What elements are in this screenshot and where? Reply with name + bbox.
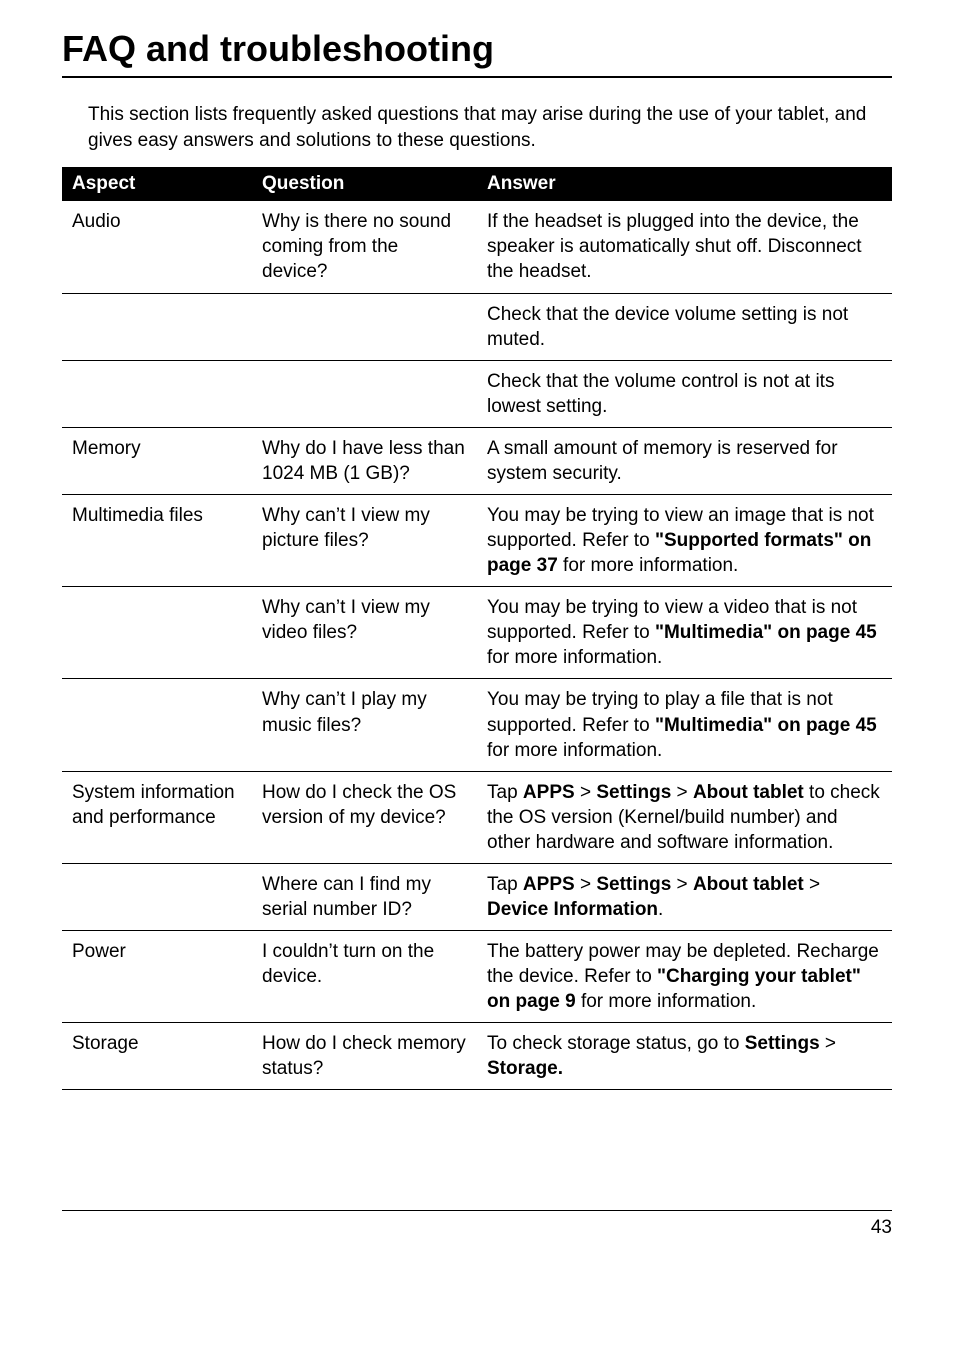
cell-answer: If the headset is plugged into the devic… <box>477 201 892 293</box>
table-row: Power I couldn’t turn on the device. The… <box>62 931 892 1023</box>
answer-text: > <box>575 874 597 895</box>
header-question: Question <box>252 167 477 201</box>
page-title: FAQ and troubleshooting <box>62 28 892 70</box>
table-row: Audio Why is there no sound coming from … <box>62 201 892 293</box>
cell-aspect: System information and performance <box>62 772 252 864</box>
table-header-row: Aspect Question Answer <box>62 167 892 201</box>
cell-answer: To check storage status, go to Settings … <box>477 1023 892 1090</box>
answer-text: for more information. <box>487 740 662 761</box>
answer-text: > <box>671 874 693 895</box>
answer-text: > <box>804 874 820 895</box>
cell-answer: The battery power may be depleted. Recha… <box>477 931 892 1023</box>
answer-text: To check storage status, go to <box>487 1033 745 1054</box>
page-number: 43 <box>871 1217 892 1238</box>
cell-answer: A small amount of memory is reserved for… <box>477 428 892 495</box>
cell-question: I couldn’t turn on the device. <box>252 931 477 1023</box>
answer-ref: "Multimedia" on page 45 <box>655 715 877 736</box>
answer-text: Tap <box>487 874 523 895</box>
answer-text: for more information. <box>487 647 662 668</box>
answer-text: . <box>658 899 663 920</box>
answer-text: > <box>575 782 597 803</box>
answer-ref: Storage. <box>487 1058 563 1079</box>
answer-ref: APPS <box>523 782 575 803</box>
cell-aspect: Storage <box>62 1023 252 1090</box>
answer-ref: Device Information <box>487 899 658 920</box>
title-rule <box>62 76 892 78</box>
cell-answer: You may be trying to view an image that … <box>477 495 892 587</box>
table-row: Multimedia files Why can’t I view my pic… <box>62 495 892 587</box>
answer-ref: Settings <box>745 1033 820 1054</box>
row-divider <box>62 1090 892 1091</box>
cell-aspect: Power <box>62 931 252 1023</box>
intro-text: This section lists frequently asked ques… <box>88 102 892 153</box>
table-row: Where can I find my serial number ID? Ta… <box>62 864 892 931</box>
cell-question: Where can I find my serial number ID? <box>252 864 477 931</box>
cell-question: How do I check memory status? <box>252 1023 477 1090</box>
faq-table: Aspect Question Answer Audio Why is ther… <box>62 167 892 1090</box>
table-row: Check that the volume control is not at … <box>62 361 892 428</box>
answer-ref: About tablet <box>693 874 804 895</box>
answer-ref: Settings <box>596 782 671 803</box>
answer-text: > <box>671 782 693 803</box>
cell-question: How do I check the OS version of my devi… <box>252 772 477 864</box>
answer-ref: "Multimedia" on page 45 <box>655 622 877 643</box>
cell-aspect: Memory <box>62 428 252 495</box>
header-aspect: Aspect <box>62 167 252 201</box>
answer-text: for more information. <box>576 991 757 1012</box>
table-row: Check that the device volume setting is … <box>62 294 892 361</box>
cell-answer: Tap APPS > Settings > About tablet > Dev… <box>477 864 892 931</box>
cell-answer: You may be trying to view a video that i… <box>477 587 892 679</box>
header-answer: Answer <box>477 167 892 201</box>
answer-ref: About tablet <box>693 782 804 803</box>
table-row: Why can’t I view my video files? You may… <box>62 587 892 679</box>
answer-ref: Settings <box>596 874 671 895</box>
table-row: Why can’t I play my music files? You may… <box>62 679 892 771</box>
cell-answer: Tap APPS > Settings > About tablet to ch… <box>477 772 892 864</box>
cell-answer: You may be trying to play a file that is… <box>477 679 892 771</box>
cell-question: Why can’t I view my video files? <box>252 587 477 679</box>
cell-aspect: Multimedia files <box>62 495 252 587</box>
answer-text: for more information. <box>558 555 739 576</box>
cell-question: Why do I have less than 1024 MB (1 GB)? <box>252 428 477 495</box>
cell-aspect: Audio <box>62 201 252 293</box>
cell-answer: Check that the device volume setting is … <box>477 294 892 361</box>
table-row: System information and performance How d… <box>62 772 892 864</box>
page-container: FAQ and troubleshooting This section lis… <box>0 0 954 1279</box>
table-row: Memory Why do I have less than 1024 MB (… <box>62 428 892 495</box>
table-row: Storage How do I check memory status? To… <box>62 1023 892 1090</box>
cell-question: Why can’t I view my picture files? <box>252 495 477 587</box>
cell-question: Why can’t I play my music files? <box>252 679 477 771</box>
answer-text: > <box>820 1033 836 1054</box>
page-footer: 43 <box>62 1210 892 1239</box>
answer-ref: APPS <box>523 874 575 895</box>
cell-question: Why is there no sound coming from the de… <box>252 201 477 293</box>
cell-answer: Check that the volume control is not at … <box>477 361 892 428</box>
answer-text: Tap <box>487 782 523 803</box>
